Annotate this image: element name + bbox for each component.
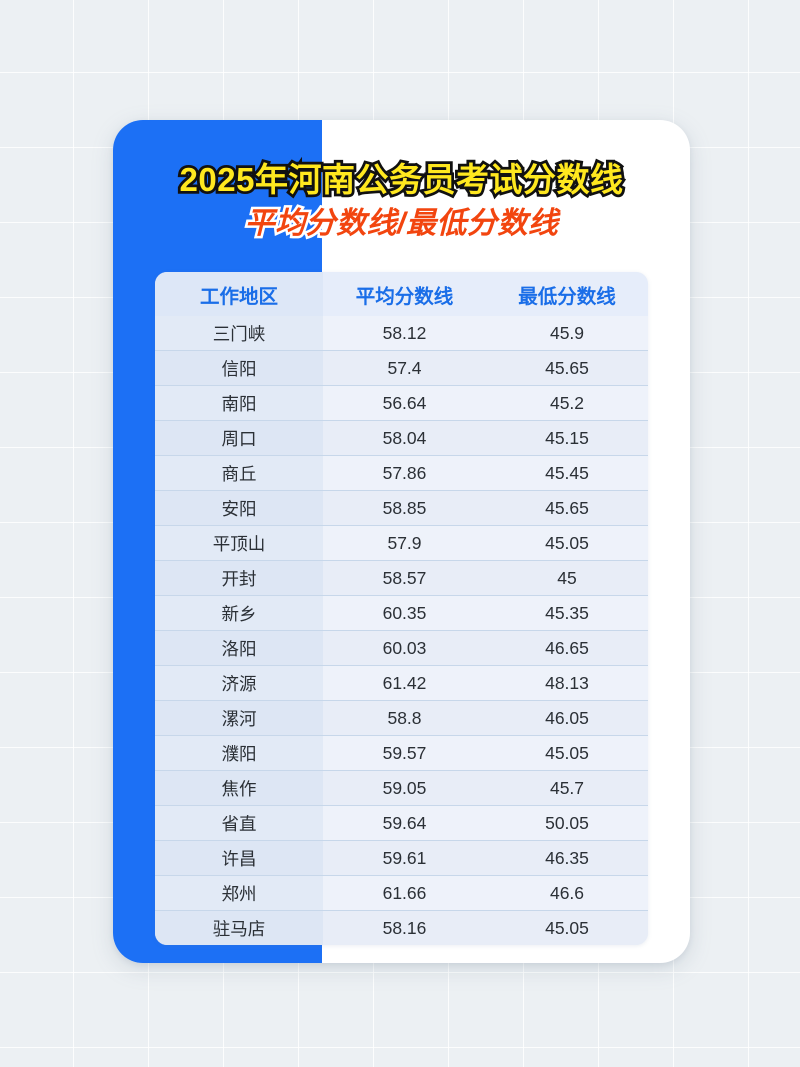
cell-minimum: 45.65	[486, 490, 648, 525]
cell-average: 58.85	[323, 490, 486, 525]
cell-average: 58.04	[323, 420, 486, 455]
cell-region: 濮阳	[155, 735, 323, 770]
cell-minimum: 46.35	[486, 840, 648, 875]
table-row: 许昌 59.61 46.35	[155, 840, 648, 875]
cell-minimum: 45.9	[486, 316, 648, 350]
table-row: 周口 58.04 45.15	[155, 420, 648, 455]
table-header: 工作地区 平均分数线 最低分数线	[155, 272, 648, 316]
cell-average: 58.8	[323, 700, 486, 735]
cell-region: 三门峡	[155, 316, 323, 350]
cell-region: 开封	[155, 560, 323, 595]
cell-region: 安阳	[155, 490, 323, 525]
cell-minimum: 45.05	[486, 910, 648, 945]
cell-average: 57.4	[323, 350, 486, 385]
table-row: 焦作 59.05 45.7	[155, 770, 648, 805]
table-row: 济源 61.42 48.13	[155, 665, 648, 700]
cell-average: 61.42	[323, 665, 486, 700]
cell-minimum: 45.05	[486, 735, 648, 770]
cell-average: 58.57	[323, 560, 486, 595]
cell-minimum: 45.35	[486, 595, 648, 630]
cell-region: 驻马店	[155, 910, 323, 945]
cell-region: 省直	[155, 805, 323, 840]
table-row: 新乡 60.35 45.35	[155, 595, 648, 630]
cell-average: 59.61	[323, 840, 486, 875]
cell-region: 济源	[155, 665, 323, 700]
cell-region: 漯河	[155, 700, 323, 735]
cell-minimum: 46.6	[486, 875, 648, 910]
table-row: 信阳 57.4 45.65	[155, 350, 648, 385]
column-header-region: 工作地区	[155, 272, 323, 316]
infographic-card: 2025年河南公务员考试分数线 平均分数线/最低分数线 工作地区 平均分数线 最…	[113, 120, 690, 963]
cell-average: 57.86	[323, 455, 486, 490]
table-row: 漯河 58.8 46.05	[155, 700, 648, 735]
cell-average: 59.05	[323, 770, 486, 805]
cell-average: 60.03	[323, 630, 486, 665]
table-body: 三门峡 58.12 45.9 信阳 57.4 45.65 南阳 56.64 45.2 周口 58.0…	[155, 316, 648, 945]
score-line-table: 工作地区 平均分数线 最低分数线 三门峡 58.12 45.9 信阳 57.4 45.65…	[155, 272, 648, 945]
cell-minimum: 45.15	[486, 420, 648, 455]
cell-region: 新乡	[155, 595, 323, 630]
cell-region: 洛阳	[155, 630, 323, 665]
column-header-average: 平均分数线	[323, 272, 486, 316]
column-header-minimum: 最低分数线	[486, 272, 648, 316]
table-row: 郑州 61.66 46.6	[155, 875, 648, 910]
cell-minimum: 45.05	[486, 525, 648, 560]
cell-average: 60.35	[323, 595, 486, 630]
cell-minimum: 45.45	[486, 455, 648, 490]
cell-minimum: 46.65	[486, 630, 648, 665]
cell-minimum: 45.2	[486, 385, 648, 420]
cell-region: 平顶山	[155, 525, 323, 560]
cell-average: 56.64	[323, 385, 486, 420]
cell-region: 商丘	[155, 455, 323, 490]
cell-minimum: 46.05	[486, 700, 648, 735]
table-row: 商丘 57.86 45.45	[155, 455, 648, 490]
table-row: 省直 59.64 50.05	[155, 805, 648, 840]
table-row: 开封 58.57 45	[155, 560, 648, 595]
cell-region: 南阳	[155, 385, 323, 420]
table-row: 平顶山 57.9 45.05	[155, 525, 648, 560]
table-row: 驻马店 58.16 45.05	[155, 910, 648, 945]
table-header-row: 工作地区 平均分数线 最低分数线	[155, 272, 648, 316]
table-row: 安阳 58.85 45.65	[155, 490, 648, 525]
cell-minimum: 45.7	[486, 770, 648, 805]
cell-region: 焦作	[155, 770, 323, 805]
table-row: 洛阳 60.03 46.65	[155, 630, 648, 665]
cell-region: 许昌	[155, 840, 323, 875]
cell-minimum: 45	[486, 560, 648, 595]
cell-average: 59.64	[323, 805, 486, 840]
cell-minimum: 48.13	[486, 665, 648, 700]
cell-average: 59.57	[323, 735, 486, 770]
table-row: 濮阳 59.57 45.05	[155, 735, 648, 770]
cell-average: 61.66	[323, 875, 486, 910]
cell-minimum: 50.05	[486, 805, 648, 840]
cell-average: 58.12	[323, 316, 486, 350]
cell-average: 57.9	[323, 525, 486, 560]
cell-region: 周口	[155, 420, 323, 455]
table-row: 三门峡 58.12 45.9	[155, 316, 648, 350]
cell-region: 郑州	[155, 875, 323, 910]
cell-region: 信阳	[155, 350, 323, 385]
table-row: 南阳 56.64 45.2	[155, 385, 648, 420]
cell-average: 58.16	[323, 910, 486, 945]
cell-minimum: 45.65	[486, 350, 648, 385]
